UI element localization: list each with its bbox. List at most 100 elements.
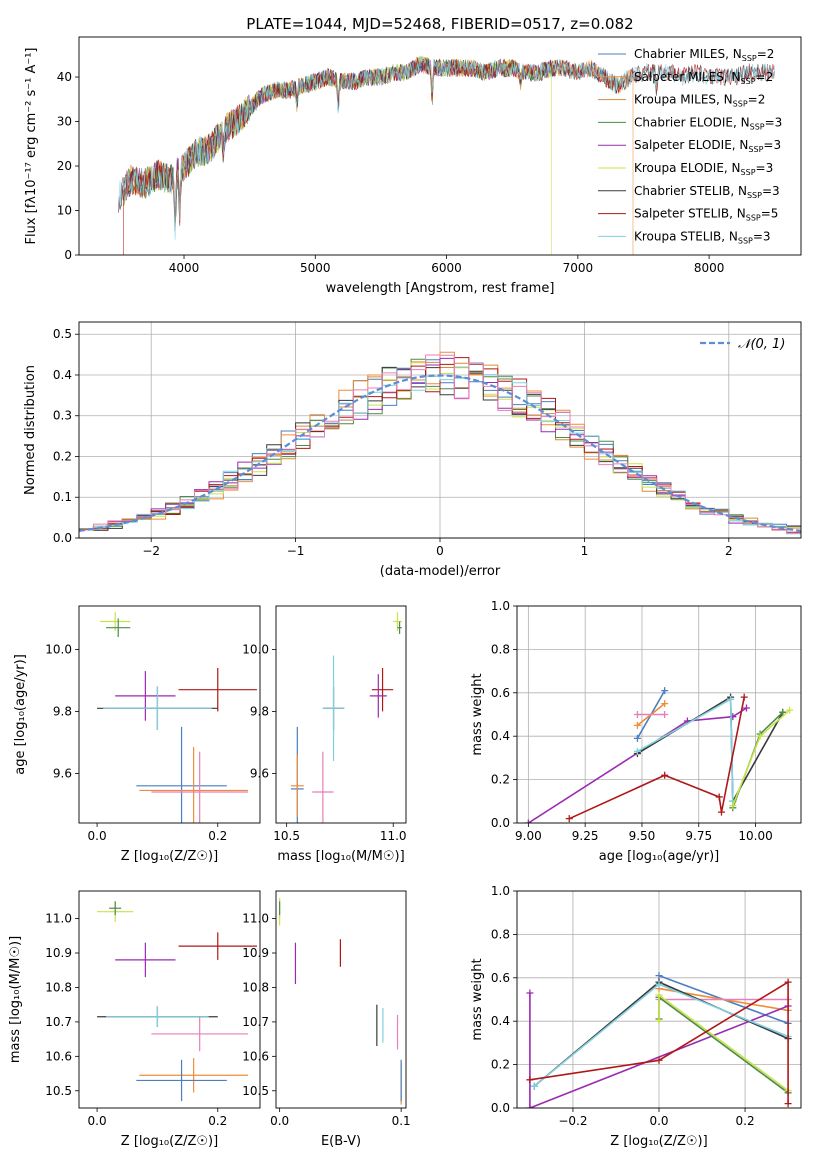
mass_weight_vs_age-xlabel: age [log₁₀(age/yr)] — [599, 849, 720, 864]
mass-weight-marker-salp_stelib — [715, 793, 723, 801]
mass_vs_ebv-ytick-label: 10.7 — [242, 1015, 269, 1029]
mass-weight-marker-pink — [633, 711, 641, 718]
mass-weight-line-salp_stelib — [568, 696, 745, 820]
mass_weight_vs_Z-ytick-label: 0.6 — [491, 971, 510, 985]
mass-weight-marker-salp_miles — [661, 700, 669, 708]
mass-weight-marker-chab_miles — [661, 687, 669, 695]
spectrum-xtick-label: 7000 — [563, 261, 594, 275]
mass-weight-marker-chab_miles — [655, 972, 663, 980]
spectrum-ytick-label: 10 — [57, 204, 72, 218]
spectrum-plot-area — [118, 55, 775, 255]
mass-weight-marker-pink — [661, 711, 669, 718]
axes-frame — [78, 605, 261, 824]
residuals-xlabel: (data-model)/error — [380, 564, 501, 579]
spectrum-axes: 4000 5000 6000 7000 8000 0 10 20 30 40 wavelength … — [24, 36, 802, 296]
age_vs_mass-xtick-label: 11.0 — [380, 829, 407, 843]
mass_weight_vs_age-ytick-label: 0.0 — [491, 816, 510, 830]
mass-weight-marker-krou_stelib — [530, 1082, 538, 1090]
legend-entry: Salpeter ELODIE, NSSP=3 — [634, 138, 781, 154]
mass_weight_vs_age-ytick-label: 0.8 — [491, 642, 510, 656]
mass-weight-marker-krou_stelib — [655, 980, 663, 988]
mass-weight-marker-salp_stelib — [784, 978, 792, 986]
spectrum-series-chab_stelib — [118, 57, 775, 225]
mass-weight-marker-salp_elodie — [524, 819, 532, 823]
age_vs_mass-ytick-label: 9.6 — [250, 766, 269, 780]
axes-frame — [78, 321, 802, 539]
mass-weight-marker-salp_stelib — [526, 1076, 534, 1084]
mass_weight_vs_age-xtick-label: 9.50 — [629, 829, 656, 843]
mass_vs_Z-axes: 0.0 0.2 10.5 10.6 10.7 10.8 10.9 11.0 Z [log₁₀(Z… — [8, 890, 261, 1149]
age_vs_mass-axes: 10.5 11.0 9.6 9.8 10.0 mass [log₁₀(M/M☉)] — [242, 605, 407, 864]
mass_vs_Z-xtick-label: 0.0 — [88, 1114, 107, 1128]
spectrum-xtick-label: 4000 — [169, 261, 200, 275]
age_vs_Z-xlabel: Z [log₁₀(Z/Z☉)] — [121, 849, 218, 864]
normal-curve — [79, 374, 801, 532]
axes-frame — [275, 890, 407, 1109]
mass_vs_Z-ytick-label: 10.7 — [45, 1015, 72, 1029]
mass-weight-marker-krou_elodie — [786, 706, 794, 714]
legend-entry: Kroupa STELIB, NSSP=3 — [634, 229, 771, 245]
legend-entry: Chabrier STELIB, NSSP=3 — [634, 184, 780, 200]
mass-weight-marker-salp_stelib — [565, 815, 573, 823]
mass_weight_vs_Z-ytick-label: 1.0 — [491, 884, 510, 898]
mass_weight_vs_age-ytick-label: 0.4 — [491, 729, 510, 743]
mass_weight_vs_age-plot-area — [524, 687, 794, 823]
mass-weight-line-salp_elodie — [527, 707, 747, 823]
mass-weight-marker-salp_stelib — [740, 693, 748, 701]
legend-entry: Kroupa ELODIE, NSSP=3 — [634, 161, 773, 177]
mass_vs_Z-ytick-label: 10.8 — [45, 980, 72, 994]
mass_weight_vs_Z-ylabel: mass weight — [470, 958, 485, 1040]
mass_vs_ebv-ytick-label: 10.5 — [242, 1084, 269, 1098]
age_vs_Z-plot-area — [97, 612, 257, 823]
mass_weight_vs_age-ytick-label: 0.6 — [491, 686, 510, 700]
residuals-xtick-label: −1 — [287, 544, 305, 558]
mass-weight-marker-krou_elodie — [655, 1017, 663, 1025]
mass_vs_ebv-ytick-label: 10.9 — [242, 946, 269, 960]
spectrum-ylabel: Flux [fλ10⁻¹⁷ erg cm⁻² s⁻¹ A⁻¹] — [24, 48, 39, 245]
mass_weight_vs_Z-xtick-label: 0.0 — [649, 1114, 668, 1128]
mass_weight_vs_age-xtick-label: 10.00 — [738, 829, 772, 843]
age_vs_Z-xtick-label: 0.0 — [88, 829, 107, 843]
mass_weight_vs_age-xtick-label: 9.00 — [515, 829, 542, 843]
mass_weight_vs_age-xtick-label: 9.75 — [685, 829, 712, 843]
axes-frame — [516, 605, 802, 824]
mass-weight-marker-salp_stelib — [784, 1100, 792, 1108]
normal-legend-label: 𝒩(0, 1) — [738, 337, 785, 352]
age_vs_mass-ytick-label: 9.8 — [250, 704, 269, 718]
axes-frame — [275, 605, 407, 824]
mass_vs_Z-ytick-label: 10.5 — [45, 1084, 72, 1098]
mass_weight_vs_age-axes: 9.00 9.25 9.50 9.75 10.00 0.0 0.2 0.4 0.6 0.8 1.0 a… — [470, 599, 802, 864]
mass-weight-marker-chab_elodie — [779, 708, 787, 716]
legend-entry: Salpeter MILES, NSSP=2 — [634, 70, 773, 86]
mass-weight-marker-salp_elodie — [742, 704, 750, 712]
age_vs_Z-ytick-label: 9.8 — [53, 704, 72, 718]
residuals-xtick-label: 2 — [725, 544, 733, 558]
mass-weight-marker-krou_elodie — [655, 991, 663, 999]
age_vs_mass-xtick-label: 10.5 — [273, 829, 300, 843]
mass_weight_vs_age-ytick-label: 1.0 — [491, 599, 510, 613]
spectrum-series-krou_stelib — [118, 55, 775, 240]
mass-weight-marker-salp_stelib — [661, 771, 669, 779]
age_vs_mass-ytick-label: 10.0 — [242, 642, 269, 656]
spectrum-xtick-label: 5000 — [300, 261, 331, 275]
mass_vs_Z-plot-area — [97, 901, 257, 1102]
mass_vs_ebv-ytick-label: 11.0 — [242, 912, 269, 926]
mass-weight-line-salp_stelib — [529, 980, 789, 1104]
mass_vs_ebv-xlabel: E(B-V) — [321, 1134, 361, 1149]
spectrum-ytick-label: 0 — [64, 248, 72, 262]
legend-entry: Kroupa MILES, NSSP=2 — [634, 93, 765, 109]
mass_vs_Z-ytick-label: 11.0 — [45, 912, 72, 926]
spectrum-ytick-label: 40 — [57, 70, 72, 84]
spectrum-xtick-label: 8000 — [694, 261, 725, 275]
mass-weight-marker-salp_elodie — [526, 1104, 534, 1108]
age_vs_Z-ylabel: age [log₁₀(age/yr)] — [13, 654, 28, 775]
mass-weight-line-chab_elodie — [658, 995, 789, 1094]
mass-weight-marker-salp_miles — [633, 721, 641, 729]
residuals-ytick-label: 0.0 — [53, 531, 72, 545]
mass_weight_vs_Z-xlabel: Z [log₁₀(Z/Z☉)] — [610, 1134, 707, 1149]
residuals-xtick-label: 0 — [436, 544, 444, 558]
mass-weight-marker-salp_stelib — [717, 808, 725, 816]
mass_vs_Z-ytick-label: 10.9 — [45, 946, 72, 960]
mass-weight-marker-krou_elodie — [729, 802, 737, 810]
